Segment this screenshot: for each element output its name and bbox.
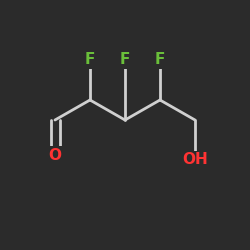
Text: O: O bbox=[48, 148, 62, 162]
Text: F: F bbox=[85, 52, 95, 68]
Text: F: F bbox=[120, 52, 130, 68]
Text: F: F bbox=[155, 52, 165, 68]
Text: OH: OH bbox=[182, 152, 208, 168]
